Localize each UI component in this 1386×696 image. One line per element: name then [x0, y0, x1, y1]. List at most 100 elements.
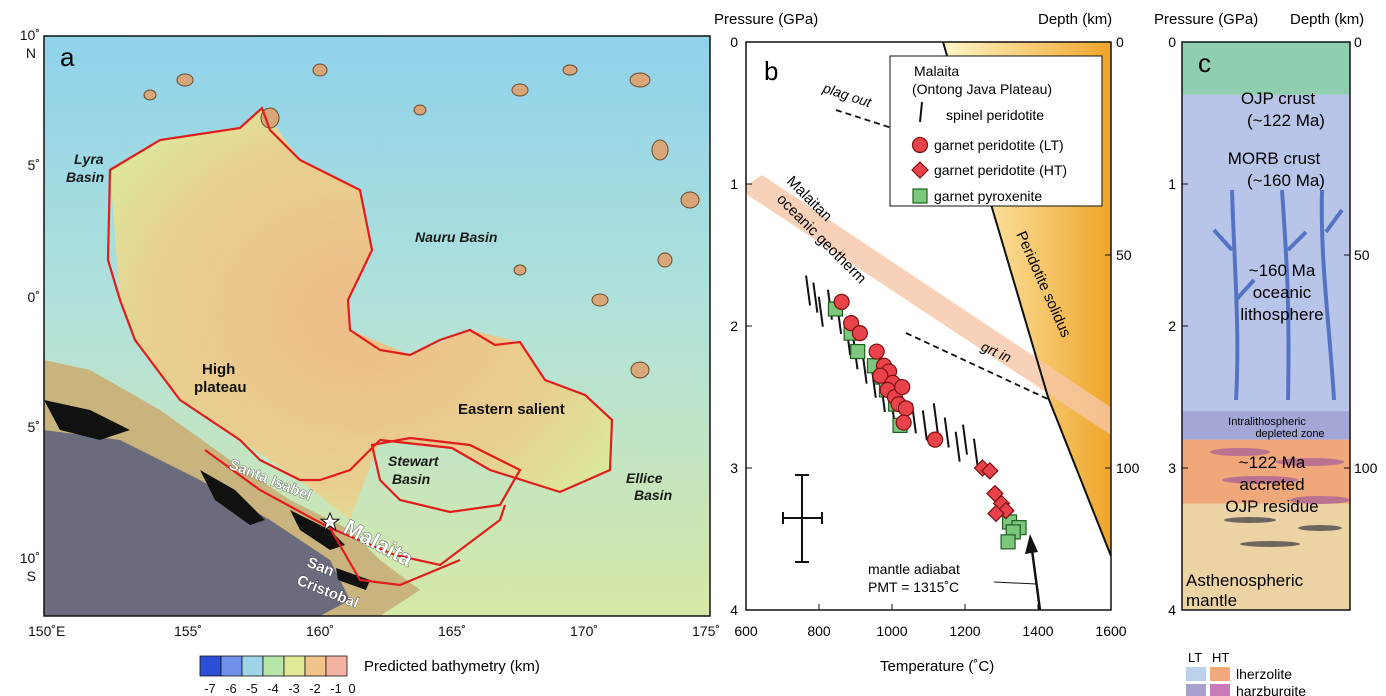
lithosphere-veins: [1212, 189, 1344, 401]
panel-c-ylabel: Pressure (GPa): [1154, 11, 1258, 28]
panel-b-data: [805, 275, 1027, 550]
residue-label-1: ~122 Ma: [1239, 453, 1306, 472]
adiabat-arrowhead: [1025, 534, 1038, 554]
legend-spinel-marker: [919, 101, 923, 123]
lt-point-6: [872, 367, 889, 384]
legend-title-1: Malaita: [914, 63, 959, 79]
stewart-basin-outline: [370, 436, 522, 514]
lon-tick-175: 175˚: [692, 623, 720, 639]
legend-lherzolite-lt: [1186, 667, 1206, 681]
plateau-region: [110, 108, 612, 520]
lon-tick-155: 155˚: [174, 623, 202, 639]
legend-ht-marker: [911, 161, 929, 179]
colorbar-swatch-4: [283, 655, 306, 677]
map-frame: [43, 35, 711, 617]
panel-b-xticks: 600 800 1000 1200 1400 1600: [734, 604, 1127, 639]
b-ytick-label-0: 0: [730, 34, 738, 50]
b-ytick-label-4: 4: [730, 602, 738, 618]
lyra-basin-label-1: Lyra: [74, 151, 104, 167]
legend-harzburgite-lt: [1186, 684, 1206, 696]
c-ytick-label-2: 2: [1168, 318, 1176, 334]
spinel-tick-18: [972, 438, 979, 469]
legend-pyroxenite-label: garnet pyroxenite: [934, 188, 1042, 204]
ojp-crust-age: (~122 Ma): [1247, 111, 1325, 130]
grt-in-line: [905, 332, 1051, 401]
c-dtick-label-1: 50: [1354, 247, 1370, 263]
spinel-tick-14: [932, 403, 939, 434]
colorbar-swatch-6: [325, 655, 348, 677]
lon-tick-165: 165˚: [438, 623, 466, 639]
b-dtick-label-2: 100: [1116, 460, 1140, 476]
legend-lt-marker: [911, 136, 929, 154]
panel-b: Malaitan oceanic geotherm Peridotite sol…: [714, 11, 1140, 675]
lat-tick-10n-hemi: N: [26, 45, 36, 61]
residue-streaks: [1210, 448, 1350, 504]
legend-spinel-label: spinel peridotite: [946, 107, 1044, 123]
colorbar-swatch-0: [199, 655, 222, 677]
panel-b-ylabel: Pressure (GPa): [714, 11, 818, 28]
panel-c-ylabel-right: Depth (km): [1290, 11, 1364, 28]
lat-tick-10n: 10˚: [20, 27, 40, 43]
cb-tick-5: -2: [309, 681, 321, 696]
legend-lherzolite-label: lherzolite: [1236, 666, 1292, 682]
colorbar-swatch-2: [241, 655, 264, 677]
lon-tick-160: 160˚: [306, 623, 334, 639]
lithosphere-label-1: ~160 Ma: [1249, 261, 1316, 280]
panel-b-depth-ticks: 0 50 100: [1105, 34, 1140, 476]
colorbar-swatch-1: [220, 655, 243, 677]
panel-b-ylabel-right: Depth (km): [1038, 11, 1112, 28]
residue-label-3: OJP residue: [1225, 497, 1318, 516]
depleted-zone-band: [1182, 411, 1350, 440]
geotherm-band: [746, 175, 1111, 436]
panel-c-depth-ticks: 0 50 100: [1344, 34, 1378, 476]
residue-label-2: accreted: [1239, 475, 1304, 494]
c-ytick-label-1: 1: [1168, 176, 1176, 192]
adiabat-label-1: mantle adiabat: [868, 561, 960, 577]
legend-header-ht: HT: [1212, 650, 1229, 665]
lt-point-2: [851, 325, 868, 342]
panel-b-label: b: [764, 56, 778, 86]
adiabat-leader: [993, 581, 1037, 585]
spinel-tick-15: [943, 417, 950, 448]
c-ytick-label-4: 4: [1168, 602, 1176, 618]
panel-c: OJP crust (~122 Ma) MORB crust (~160 Ma) ~16…: [1154, 11, 1378, 696]
lt-point-3: [868, 343, 885, 360]
c-dtick-label-2: 100: [1354, 460, 1378, 476]
cb-tick-3: -4: [267, 681, 279, 696]
error-bar: [782, 474, 823, 563]
lyra-basin-label-2: Basin: [66, 169, 104, 185]
cb-tick-7: 0: [348, 681, 355, 696]
colorbar-title: Predicted bathymetry (km): [364, 658, 540, 675]
b-xtick-label-2: 1000: [876, 623, 907, 639]
trench-dark: [44, 430, 350, 616]
panel-c-yticks: 0 1 2 3 4: [1168, 34, 1188, 618]
colorbar-swatch-3: [262, 655, 285, 677]
c-dtick-label-0: 0: [1354, 34, 1362, 50]
lat-tick-0: 0˚: [28, 289, 40, 305]
lithosphere-label-2: oceanic: [1253, 283, 1312, 302]
c-ytick-label-3: 3: [1168, 460, 1176, 476]
nauru-basin-label: Nauru Basin: [415, 229, 497, 245]
cb-tick-4: -3: [288, 681, 300, 696]
lat-tick-5n: 5˚: [28, 157, 40, 173]
spinel-tick-17: [962, 424, 968, 455]
land-black-1: [200, 470, 265, 525]
lon-tick-170: 170˚: [570, 623, 598, 639]
adiabat-label-2: PMT = 1315˚C: [868, 579, 959, 595]
cb-tick-0: -7: [204, 681, 216, 696]
colorbar-ticks: -7 -6 -5 -4 -3 -2 -1 0: [204, 681, 355, 696]
eastern-salient-label: Eastern salient: [458, 401, 565, 418]
lithosphere-label-3: lithosphere: [1240, 305, 1323, 324]
panel-c-label: c: [1198, 48, 1211, 78]
ellice-basin-label-2: Basin: [634, 487, 672, 503]
ojp-crust-label: OJP crust: [1241, 89, 1316, 108]
spinel-tick-13: [921, 410, 928, 441]
spinel-tick-1: [812, 282, 819, 313]
lt-point-0: [833, 293, 850, 310]
lat-tick-10s: 10˚: [20, 550, 40, 566]
map-lat-ticks: 10˚ N 5˚ 0˚ 5˚ 10˚ S: [20, 27, 40, 584]
morb-crust-age: (~160 Ma): [1247, 171, 1325, 190]
plag-out-label: plag out: [820, 79, 874, 110]
stewart-basin-label-2: Basin: [392, 471, 430, 487]
